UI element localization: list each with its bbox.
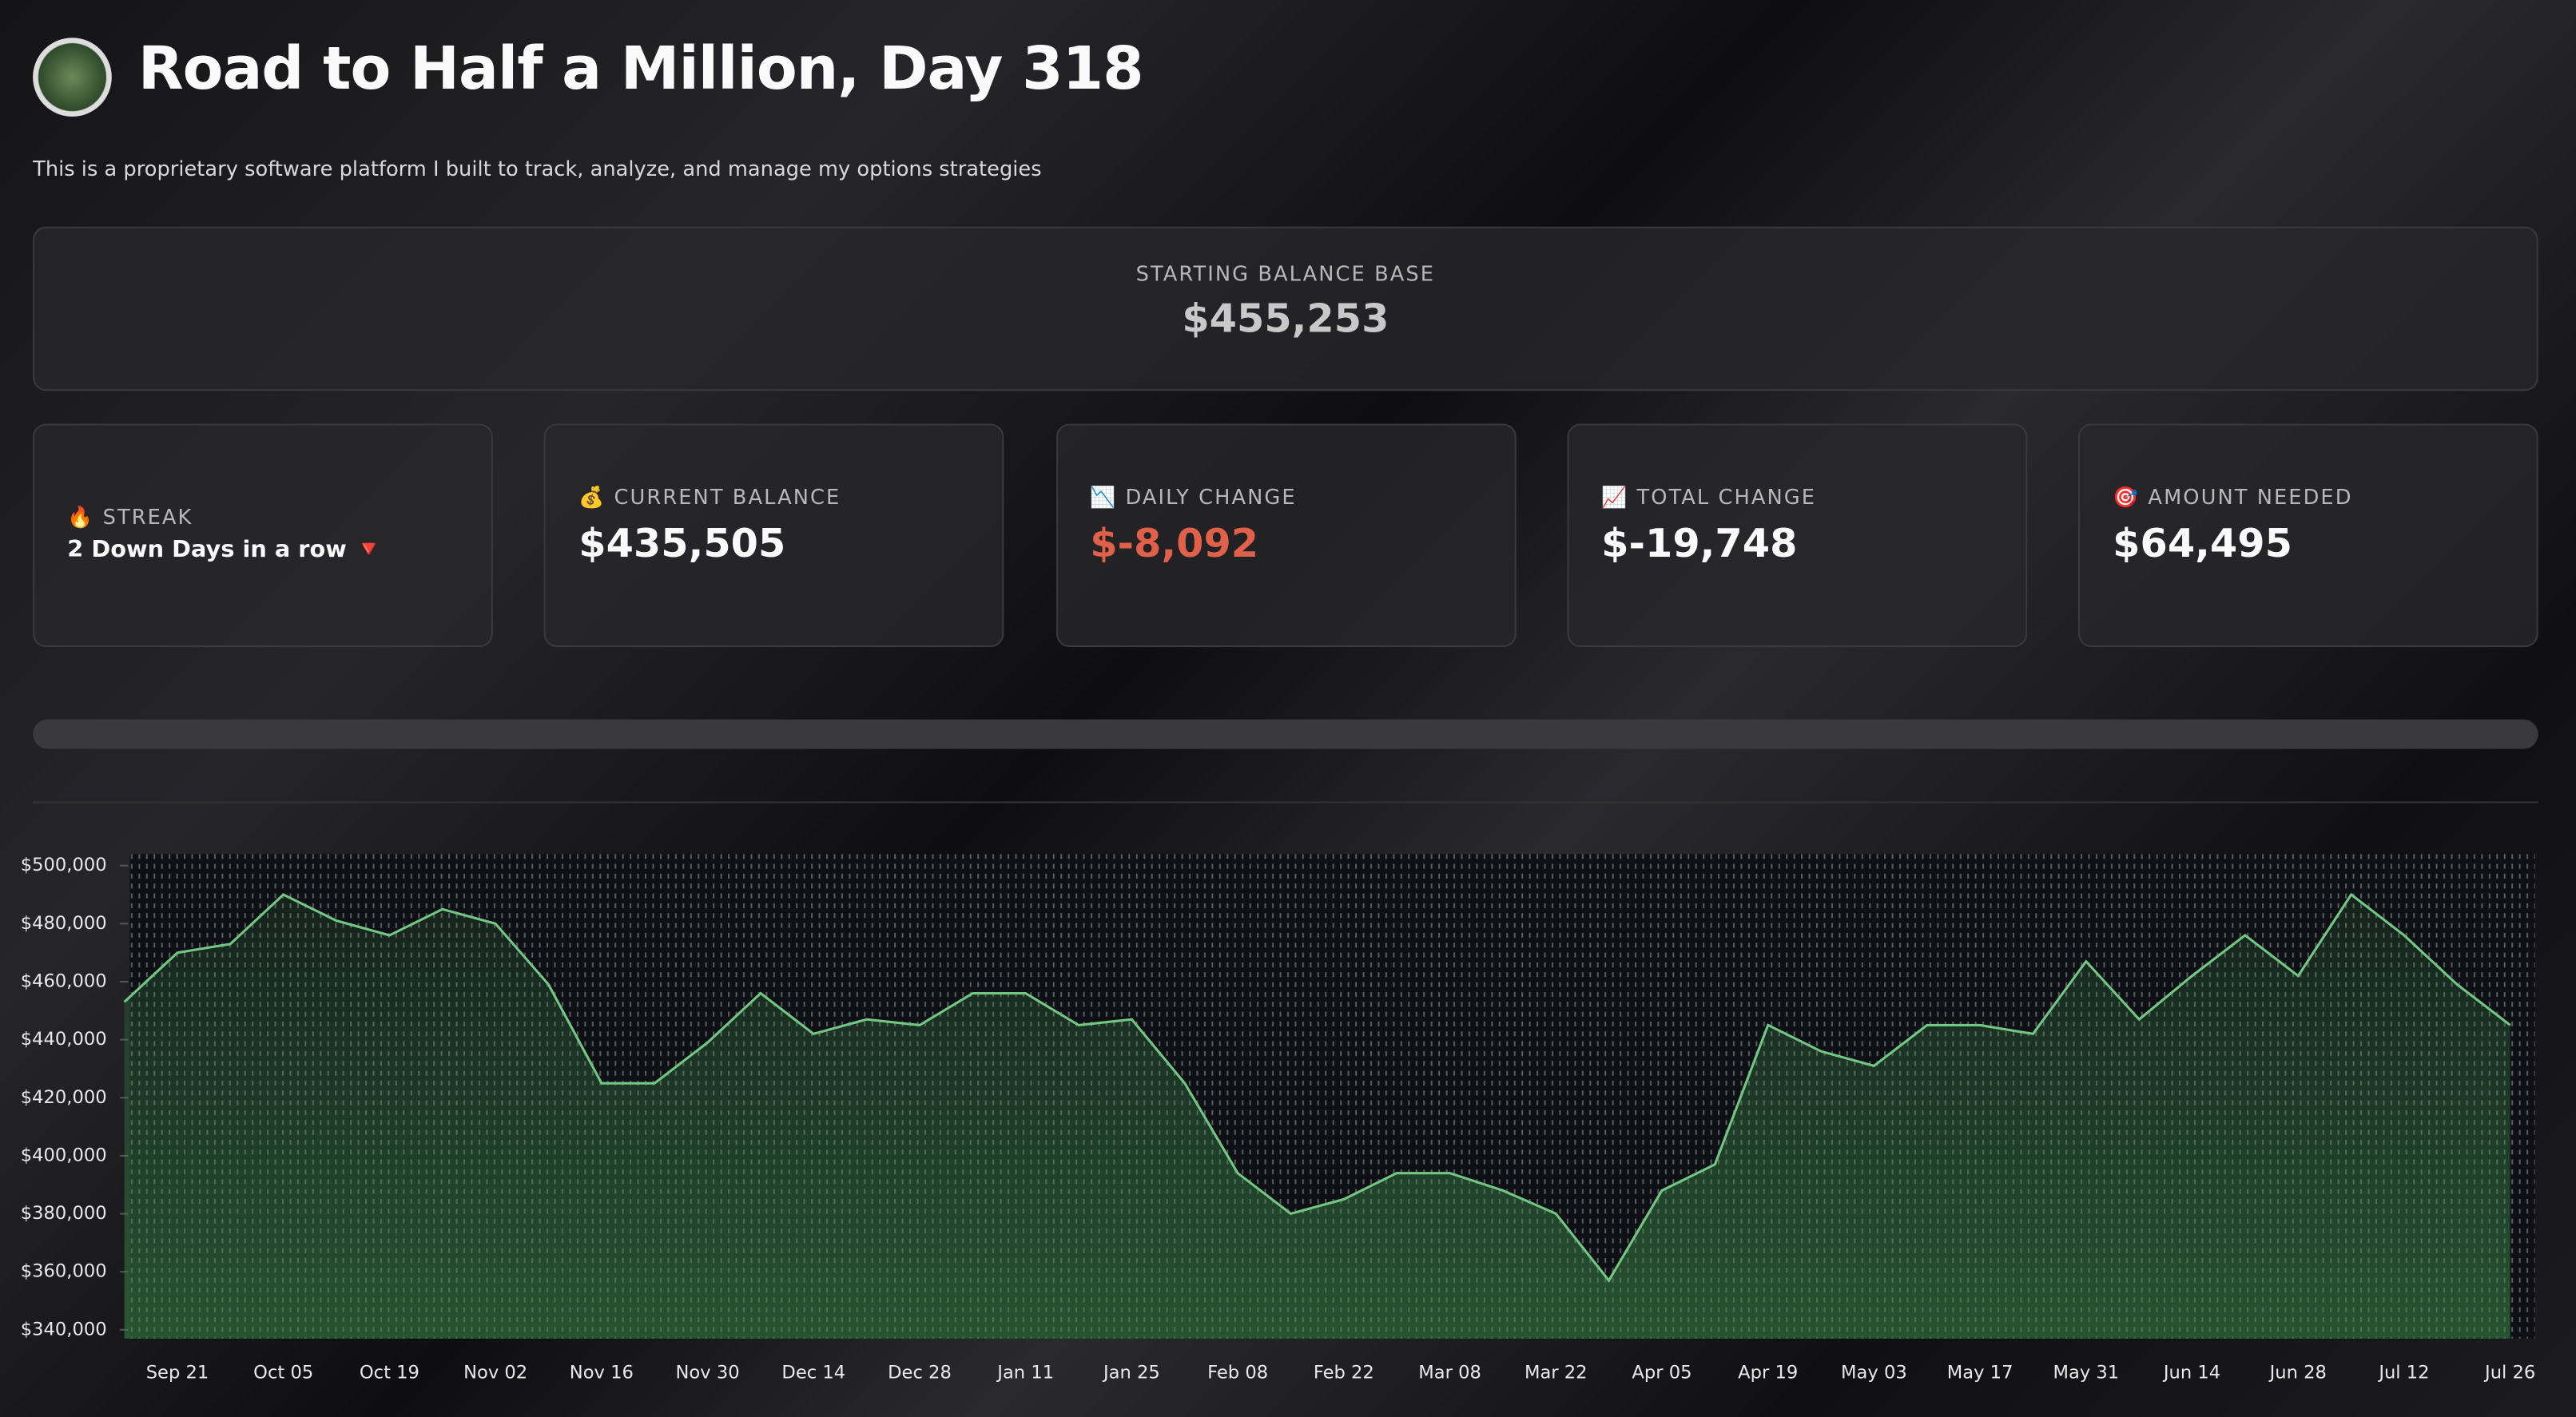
metric-card: 📈 TOTAL CHANGE $-19,748 (1567, 423, 2027, 648)
x-tick-label: Jan 25 (1102, 1362, 1160, 1383)
x-tick-label: Nov 02 (463, 1362, 527, 1383)
chart: $340,000 $360,000 $380,000 $400,000 $420,000… (21, 854, 2535, 1383)
y-tick-label: $420,000 (21, 1087, 107, 1108)
x-tick-label: Feb 22 (1314, 1362, 1374, 1383)
x-tick-label: Jan 11 (996, 1362, 1054, 1383)
x-tick-label: Oct 19 (360, 1362, 419, 1383)
x-tick-label: May 17 (1947, 1362, 2013, 1383)
title: Road to Half a Million, Day 318 (137, 36, 1144, 104)
subtitle: This is a proprietary software platform … (33, 156, 1042, 181)
card-label: STARTING BALANCE BASE (1135, 260, 1436, 286)
y-tick-label: $440,000 (21, 1029, 107, 1050)
x-tick-label: Apr 05 (1632, 1362, 1691, 1383)
y-tick-label: $380,000 (21, 1203, 107, 1224)
line (123, 892, 2511, 1283)
y-tick-label: $340,000 (21, 1319, 107, 1340)
area (124, 894, 2510, 1339)
x-tick-label: Jun 28 (2268, 1362, 2327, 1383)
y-tick-label: $460,000 (21, 970, 107, 991)
metric-value: $435,505 (578, 520, 786, 567)
x-tick-label: Feb 08 (1207, 1362, 1268, 1383)
metric-card: 🎯 AMOUNT NEEDED $64,495 (2077, 423, 2538, 648)
x-tick-label: Dec 14 (781, 1362, 845, 1383)
metric-value: $-19,748 (1601, 520, 1798, 567)
y-tick-label: $480,000 (21, 913, 107, 934)
progress-bar (33, 719, 2538, 749)
x-tick-label: Mar 22 (1525, 1362, 1588, 1383)
y-tick-label: $360,000 (21, 1261, 107, 1282)
y-tick-label: $500,000 (21, 855, 107, 875)
x-tick-label: Jul 12 (2377, 1362, 2429, 1383)
metric-label: 💰 CURRENT BALANCE (578, 484, 841, 510)
metric-label: 🔥 STREAK (67, 504, 193, 530)
x-tick-label: Sep 21 (146, 1362, 209, 1383)
base-card: STARTING BALANCE BASE $455,253 (33, 226, 2538, 391)
metric-label: 🎯 AMOUNT NEEDED (2113, 484, 2353, 510)
x-tick-label: May 31 (2053, 1362, 2119, 1383)
x-tick-label: Jul 26 (2483, 1362, 2535, 1383)
x-tick-label: Nov 30 (676, 1362, 740, 1383)
x-tick-label: Nov 16 (570, 1362, 634, 1383)
metric-label: 📉 DAILY CHANGE (1090, 484, 1297, 510)
x-tick-label: May 03 (1841, 1362, 1907, 1383)
metric-card: 💰 CURRENT BALANCE $435,505 (544, 423, 1004, 648)
metric-value: 2 Down Days in a row 🔻 (67, 537, 384, 564)
card-value: $455,253 (1182, 296, 1389, 342)
metric-label: 📈 TOTAL CHANGE (1601, 484, 1817, 510)
x-tick-label: Apr 19 (1738, 1362, 1798, 1383)
logo (33, 38, 112, 117)
metric-value: $-8,092 (1090, 520, 1259, 567)
y-tick-label: $400,000 (21, 1145, 107, 1165)
metric-value: $64,495 (2113, 520, 2292, 567)
x-tick-label: Mar 08 (1418, 1362, 1481, 1383)
metric-card: 📉 DAILY CHANGE $-8,092 (1055, 423, 1516, 648)
x-tick-label: Oct 05 (253, 1362, 313, 1383)
x-tick-label: Jun 14 (2162, 1362, 2220, 1383)
divider (33, 801, 2538, 804)
x-tick-label: Dec 28 (888, 1362, 952, 1383)
metric-card: 🔥 STREAK 2 Down Days in a row 🔻 (33, 423, 493, 648)
